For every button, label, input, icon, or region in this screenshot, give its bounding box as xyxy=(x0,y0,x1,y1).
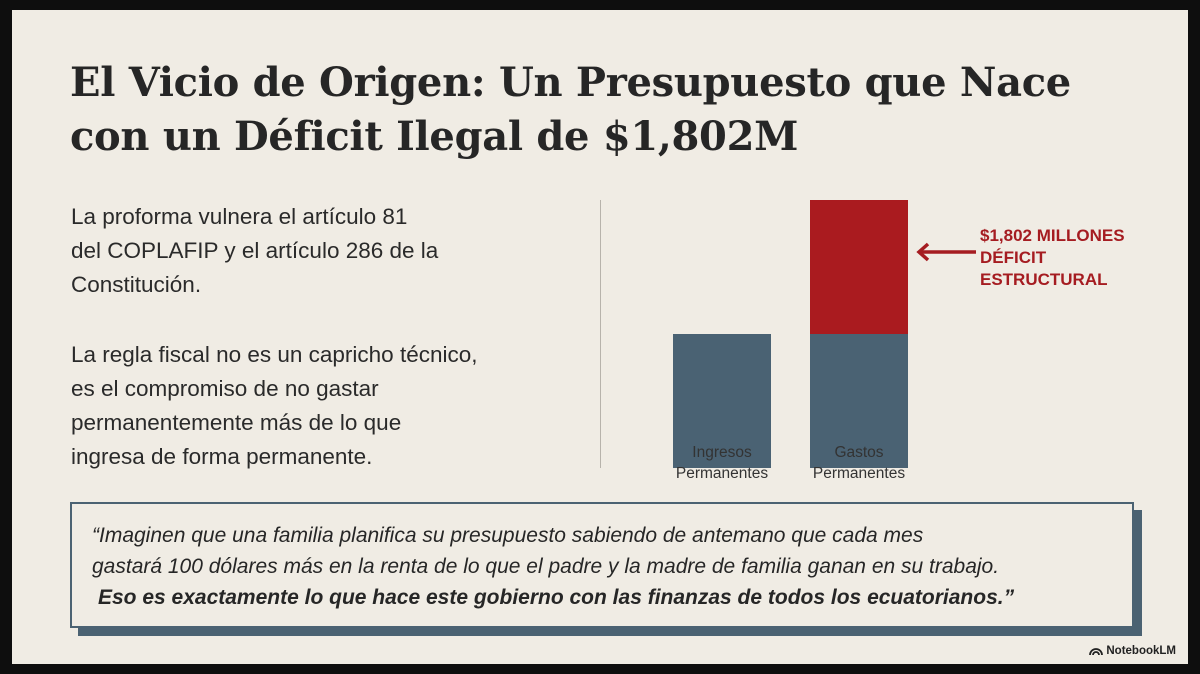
bar-gastos-permanentes-base xyxy=(810,334,908,468)
watermark-label: NotebookLM xyxy=(1106,645,1176,657)
paragraph-line: ingresa de forma permanente. xyxy=(71,444,373,469)
bar-gastos-deficit xyxy=(810,200,908,334)
quote-line-2: gastará 100 dólares más en la renta de l… xyxy=(92,555,1000,578)
x-tick-label-gastos: Gastos Permanentes xyxy=(812,444,906,482)
notebooklm-watermark: NotebookLM xyxy=(1089,645,1176,657)
notebooklm-icon xyxy=(1089,648,1104,656)
quote-text: “Imaginen que una familia planifica su p… xyxy=(92,520,1116,613)
quote-line-1: “Imaginen que una familia planifica su p… xyxy=(92,524,924,547)
paragraph-legal: La proforma vulnera el artículo 81 del C… xyxy=(71,200,571,302)
callout-line: DÉFICIT xyxy=(980,248,1047,267)
callout-line: ESTRUCTURAL xyxy=(980,270,1108,289)
title-line-1: El Vicio de Origen: Un Presupuesto que N… xyxy=(70,59,1071,106)
quote-box: “Imaginen que una familia planifica su p… xyxy=(70,502,1134,628)
paragraph-line: La proforma vulnera el artículo 81 xyxy=(71,204,408,229)
arrow-left-icon xyxy=(916,242,976,262)
paragraph-line: del COPLAFIP y el artículo 286 de la xyxy=(71,238,439,263)
deficit-callout: $1,802 MILLONES DÉFICIT ESTRUCTURAL xyxy=(980,225,1125,291)
slide-title: El Vicio de Origen: Un Presupuesto que N… xyxy=(70,56,1150,164)
callout-line: $1,802 MILLONES xyxy=(980,226,1125,245)
paragraph-line: es el compromiso de no gastar xyxy=(71,376,379,401)
chart-axis-divider xyxy=(600,200,601,468)
x-tick-label-ingresos: Ingresos Permanentes xyxy=(675,444,769,482)
bar-ingresos-permanentes xyxy=(673,334,771,468)
paragraph-fiscal-rule: La regla fiscal no es un capricho técnic… xyxy=(71,338,571,474)
quote-line-3: Eso es exactamente lo que hace este gobi… xyxy=(98,586,1015,609)
title-line-2: con un Déficit Ilegal de $1,802M xyxy=(70,113,799,160)
slide: El Vicio de Origen: Un Presupuesto que N… xyxy=(12,10,1188,664)
paragraph-line: Constitución. xyxy=(71,272,202,297)
paragraph-line: La regla fiscal no es un capricho técnic… xyxy=(71,342,478,367)
paragraph-line: permanentemente más de lo que xyxy=(71,410,402,435)
